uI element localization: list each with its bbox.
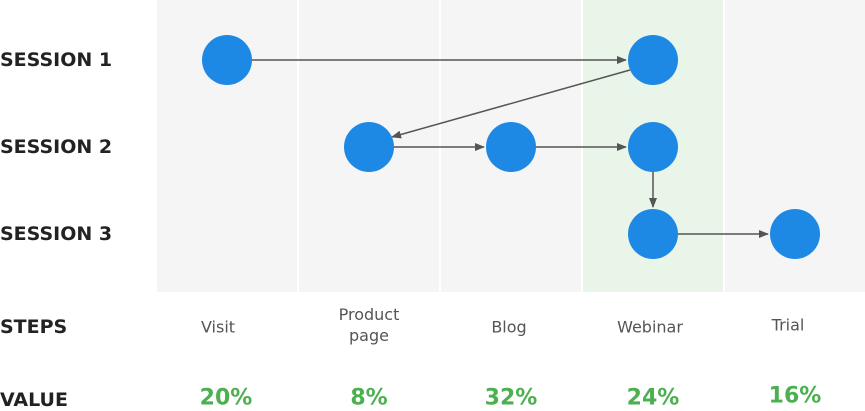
node <box>628 35 678 85</box>
session-label: SESSION 2 <box>0 136 113 158</box>
node <box>486 122 536 172</box>
session-label: SESSION 3 <box>0 223 113 245</box>
step-name: Webinar <box>617 317 683 337</box>
steps-label: STEPS <box>0 316 68 338</box>
session-label: SESSION 1 <box>0 49 113 71</box>
step-value: 20% <box>199 385 253 411</box>
step-name: Blog <box>491 317 527 337</box>
step-value: 24% <box>626 385 680 411</box>
step-name: Product page <box>338 305 400 345</box>
node <box>770 209 820 259</box>
step-name: Visit <box>200 317 236 337</box>
node <box>344 122 394 172</box>
node <box>628 122 678 172</box>
node <box>202 35 252 85</box>
arrow <box>391 69 631 139</box>
step-value: 8% <box>350 385 388 411</box>
node <box>628 209 678 259</box>
step-value: 32% <box>484 385 538 411</box>
step-name: Trial <box>771 315 805 335</box>
step-value: 16% <box>768 383 822 409</box>
value-label: VALUE <box>0 389 68 411</box>
